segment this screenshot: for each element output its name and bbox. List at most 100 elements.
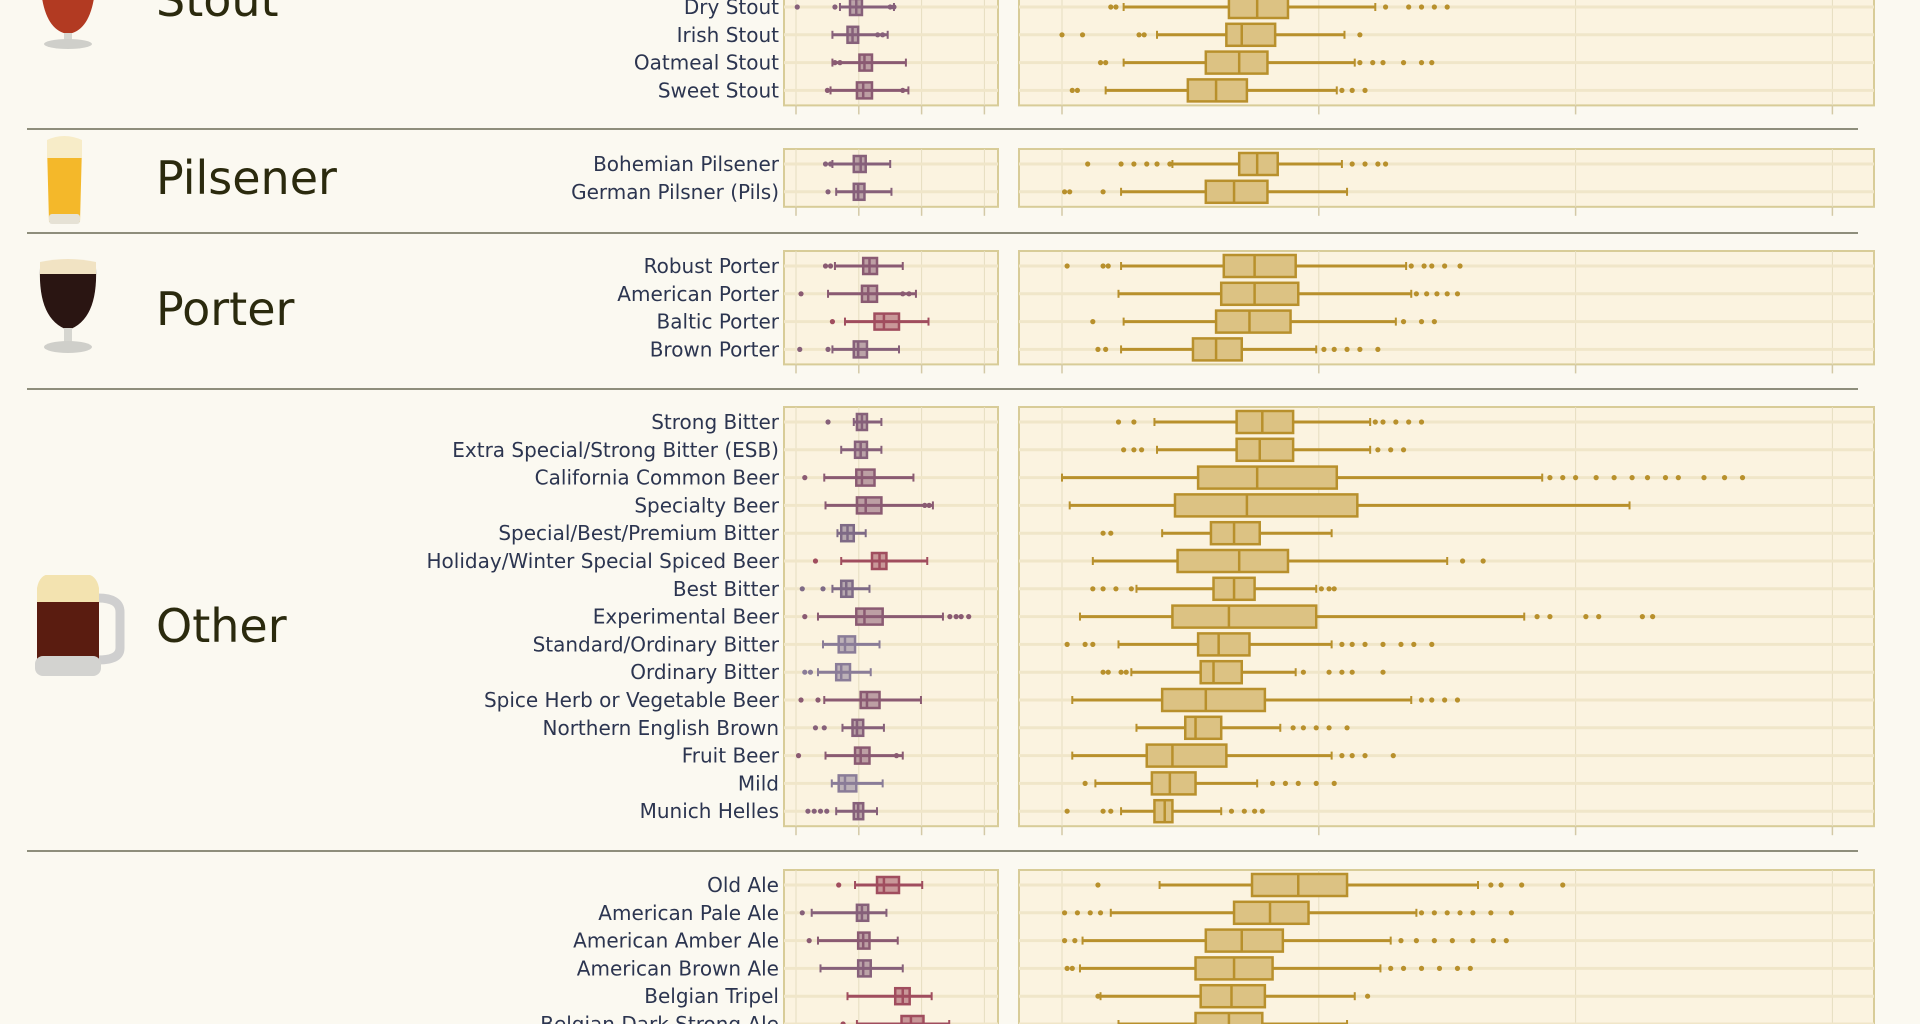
right-boxplot xyxy=(1061,179,1349,205)
iqr-box xyxy=(1145,743,1228,768)
style-label: California Common Beer xyxy=(535,466,780,490)
style-label: Holiday/Winter Special Spiced Beer xyxy=(427,549,780,573)
outlier-point xyxy=(1074,910,1081,916)
outlier-point xyxy=(797,346,803,352)
outlier-point xyxy=(958,614,964,620)
outlier-point xyxy=(1547,475,1553,481)
outlier-point xyxy=(840,1021,846,1024)
outlier-point xyxy=(837,60,843,66)
outlier-point xyxy=(1418,60,1425,66)
style-label: Specialty Beer xyxy=(634,493,779,517)
iqr-box xyxy=(1237,151,1279,177)
outlier-point xyxy=(1449,938,1455,944)
style-label: American Pale Ale xyxy=(598,901,779,925)
right-boxplot xyxy=(1061,465,1746,490)
outlier-point xyxy=(1429,641,1435,648)
outlier-point xyxy=(1480,558,1486,564)
outlier-point xyxy=(1139,447,1145,453)
style-label: Ordinary Bitter xyxy=(630,660,779,684)
outlier-point xyxy=(825,346,831,352)
pilsner-glass-icon xyxy=(47,136,82,224)
outlier-point xyxy=(1362,161,1368,167)
outlier-point xyxy=(1090,586,1096,592)
outlier-point xyxy=(1167,161,1173,167)
outlier-point xyxy=(1103,60,1109,66)
section-stout: Stout Dry Stout Irish Stout Oatmeal Stout Sw… xyxy=(27,0,1875,130)
outlier-point xyxy=(1644,475,1651,481)
outlier-point xyxy=(1121,447,1127,453)
outlier-point xyxy=(1118,161,1124,167)
iqr-box xyxy=(834,662,852,682)
outlier-point xyxy=(1318,586,1324,592)
outlier-point xyxy=(1241,808,1247,814)
outlier-point xyxy=(1100,808,1106,814)
outlier-point xyxy=(1326,725,1332,731)
outlier-point xyxy=(1436,965,1443,972)
outlier-point xyxy=(1059,32,1065,38)
outlier-point xyxy=(1362,641,1368,648)
outlier-point xyxy=(1411,641,1417,648)
outlier-point xyxy=(966,614,972,620)
right-boxplot xyxy=(1071,687,1461,713)
left-boxplot xyxy=(829,312,930,331)
outlier-point xyxy=(1375,161,1381,167)
style-label: Northern English Brown xyxy=(543,716,780,740)
left-boxplot xyxy=(819,959,904,978)
glass-stem xyxy=(64,33,72,43)
style-label: Robust Porter xyxy=(644,254,780,278)
porter-goblet-icon xyxy=(39,259,97,353)
outlier-point xyxy=(795,753,802,759)
outlier-point xyxy=(1418,4,1425,10)
outlier-point xyxy=(802,614,808,620)
outlier-point xyxy=(1413,291,1419,297)
outlier-point xyxy=(1295,780,1301,787)
outlier-point xyxy=(1339,641,1345,648)
iqr-box xyxy=(1250,872,1349,898)
iqr-box xyxy=(1176,548,1290,574)
left-boxplot xyxy=(802,662,872,682)
outlier-point xyxy=(1431,910,1437,916)
style-label: Mild xyxy=(738,771,779,795)
iqr-box xyxy=(1209,520,1261,546)
outlier-point xyxy=(1108,808,1114,814)
outlier-point xyxy=(1429,60,1435,66)
outlier-point xyxy=(1418,319,1425,325)
outlier-point xyxy=(1424,291,1430,297)
outlier-point xyxy=(1357,346,1363,352)
left-boxplot xyxy=(822,154,892,174)
outlier-point xyxy=(1560,475,1566,481)
right-boxplot xyxy=(1082,771,1337,796)
outlier-point xyxy=(1362,87,1368,93)
outlier-point xyxy=(1534,614,1540,620)
outlier-point xyxy=(1454,965,1461,972)
right-boxplot xyxy=(1090,309,1437,334)
outlier-point xyxy=(1444,4,1450,10)
outlier-point xyxy=(1113,4,1119,10)
outlier-point xyxy=(922,502,928,508)
section-unnamed: Old Ale American Pale Ale American Amber A… xyxy=(540,869,1875,1024)
outlier-point xyxy=(794,4,800,10)
outlier-point xyxy=(1095,993,1101,999)
outlier-point xyxy=(1100,189,1106,195)
outlier-point xyxy=(1380,60,1386,66)
outlier-point xyxy=(1290,725,1296,731)
section-porter: Porter Robust Porter American Porter Baltic… xyxy=(27,250,1875,390)
outlier-point xyxy=(1095,346,1101,352)
right-boxplot xyxy=(1117,281,1461,307)
outlier-point xyxy=(1629,475,1635,481)
outlier-point xyxy=(1470,938,1476,944)
outlier-point xyxy=(1090,319,1096,325)
left-boxplot xyxy=(799,903,888,923)
left-panel-frame xyxy=(783,0,999,107)
outlier-point xyxy=(1503,938,1509,944)
outlier-point xyxy=(1442,263,1448,269)
outlier-point xyxy=(1300,669,1306,675)
outlier-point xyxy=(824,808,830,814)
outlier-point xyxy=(1596,614,1602,620)
right-boxplot xyxy=(1085,151,1389,177)
right-boxplot xyxy=(1069,78,1368,103)
right-boxplot xyxy=(1100,659,1386,685)
outlier-point xyxy=(1349,641,1355,648)
outlier-point xyxy=(1103,346,1109,352)
outlier-point xyxy=(1131,161,1137,167)
